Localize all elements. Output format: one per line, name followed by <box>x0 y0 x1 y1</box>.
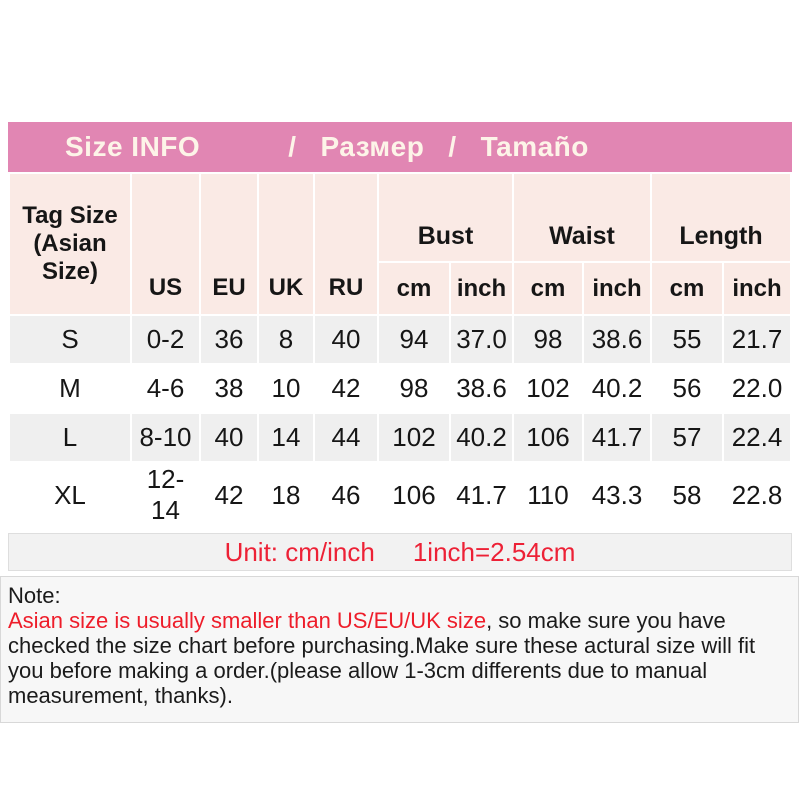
note-rest-text: , so make sure you have checked the size… <box>8 608 756 708</box>
cell-us: 0-2 <box>132 316 199 363</box>
table-header-row-groups: Tag Size (Asian Size) US EU UK RU Bust W… <box>10 174 791 314</box>
title-separator: / <box>288 131 297 162</box>
cell-uk: 10 <box>259 365 313 412</box>
cell-size: L <box>10 414 130 461</box>
size-chart-content: Size INFO / Размер / Tamaño Tag Size (As… <box>0 122 799 723</box>
header-us: US <box>132 174 199 314</box>
header-bust: Bust <box>379 174 512 261</box>
cell-us: 8-10 <box>132 414 199 461</box>
header-eu: EU <box>201 174 257 314</box>
cell-bust-inch: 40.2 <box>451 414 512 461</box>
cell-bust-cm: 98 <box>379 365 449 412</box>
cell-bust-cm: 106 <box>379 463 449 527</box>
cell-us: 4-6 <box>132 365 199 412</box>
cell-size: M <box>10 365 130 412</box>
cell-length-inch: 22.4 <box>724 414 791 461</box>
header-waist: Waist <box>514 174 650 261</box>
cell-waist-cm: 110 <box>514 463 582 527</box>
header-uk: UK <box>259 174 313 314</box>
cell-length-cm: 55 <box>652 316 722 363</box>
cell-uk: 14 <box>259 414 313 461</box>
table-header-row-units: cm inch cm inch cm inch <box>10 263 791 314</box>
cell-ru: 40 <box>315 316 377 363</box>
cell-eu: 40 <box>201 414 257 461</box>
note-heading: Note: <box>8 583 61 608</box>
header-length: Length <box>652 174 791 261</box>
cell-ru: 46 <box>315 463 377 527</box>
cell-length-inch: 22.8 <box>724 463 791 527</box>
header-waist-inch: inch <box>584 263 650 314</box>
cell-eu: 36 <box>201 316 257 363</box>
title-separator: / <box>448 131 457 162</box>
cell-size: S <box>10 316 130 363</box>
cell-uk: 18 <box>259 463 313 527</box>
cell-bust-inch: 41.7 <box>451 463 512 527</box>
cell-eu: 42 <box>201 463 257 527</box>
cell-waist-inch: 38.6 <box>584 316 650 363</box>
cell-uk: 8 <box>259 316 313 363</box>
size-table: Tag Size (Asian Size) US EU UK RU Bust W… <box>8 172 793 529</box>
cell-length-cm: 58 <box>652 463 722 527</box>
unit-label: Unit: cm/inch <box>224 536 375 567</box>
title-bar: Size INFO / Размер / Tamaño <box>8 122 792 172</box>
header-length-inch: inch <box>724 263 791 314</box>
title-razmer: Размер <box>320 131 425 162</box>
cell-bust-inch: 37.0 <box>451 316 512 363</box>
title-tamano: Tamaño <box>480 131 589 162</box>
cell-waist-cm: 106 <box>514 414 582 461</box>
cell-ru: 42 <box>315 365 377 412</box>
unit-conversion: 1inch=2.54cm <box>412 536 576 567</box>
cell-bust-cm: 94 <box>379 316 449 363</box>
cell-length-cm: 57 <box>652 414 722 461</box>
cell-ru: 44 <box>315 414 377 461</box>
header-ru: RU <box>315 174 377 314</box>
header-bust-cm: cm <box>379 263 449 314</box>
cell-eu: 38 <box>201 365 257 412</box>
table-row-l: L 8-10 40 14 44 102 40.2 106 41.7 57 22.… <box>10 414 791 461</box>
cell-length-inch: 21.7 <box>724 316 791 363</box>
note-box: Note: Asian size is usually smaller than… <box>0 576 799 723</box>
header-tag-size: Tag Size (Asian Size) <box>10 174 130 314</box>
table-row-xl: XL 12-14 42 18 46 106 41.7 110 43.3 58 2… <box>10 463 791 527</box>
table-row-m: M 4-6 38 10 42 98 38.6 102 40.2 56 22.0 <box>10 365 791 412</box>
cell-waist-inch: 40.2 <box>584 365 650 412</box>
cell-us: 12-14 <box>132 463 199 527</box>
cell-waist-inch: 43.3 <box>584 463 650 527</box>
cell-bust-cm: 102 <box>379 414 449 461</box>
unit-strip: Unit: cm/inch 1inch=2.54cm <box>8 533 792 571</box>
header-length-cm: cm <box>652 263 722 314</box>
header-bust-inch: inch <box>451 263 512 314</box>
note-red-text: Asian size is usually smaller than US/EU… <box>8 608 487 633</box>
title-size-info: Size INFO <box>65 131 201 162</box>
cell-length-cm: 56 <box>652 365 722 412</box>
cell-waist-inch: 41.7 <box>584 414 650 461</box>
cell-size: XL <box>10 463 130 527</box>
header-waist-cm: cm <box>514 263 582 314</box>
cell-waist-cm: 98 <box>514 316 582 363</box>
cell-bust-inch: 38.6 <box>451 365 512 412</box>
cell-waist-cm: 102 <box>514 365 582 412</box>
cell-length-inch: 22.0 <box>724 365 791 412</box>
table-row-s: S 0-2 36 8 40 94 37.0 98 38.6 55 21.7 <box>10 316 791 363</box>
